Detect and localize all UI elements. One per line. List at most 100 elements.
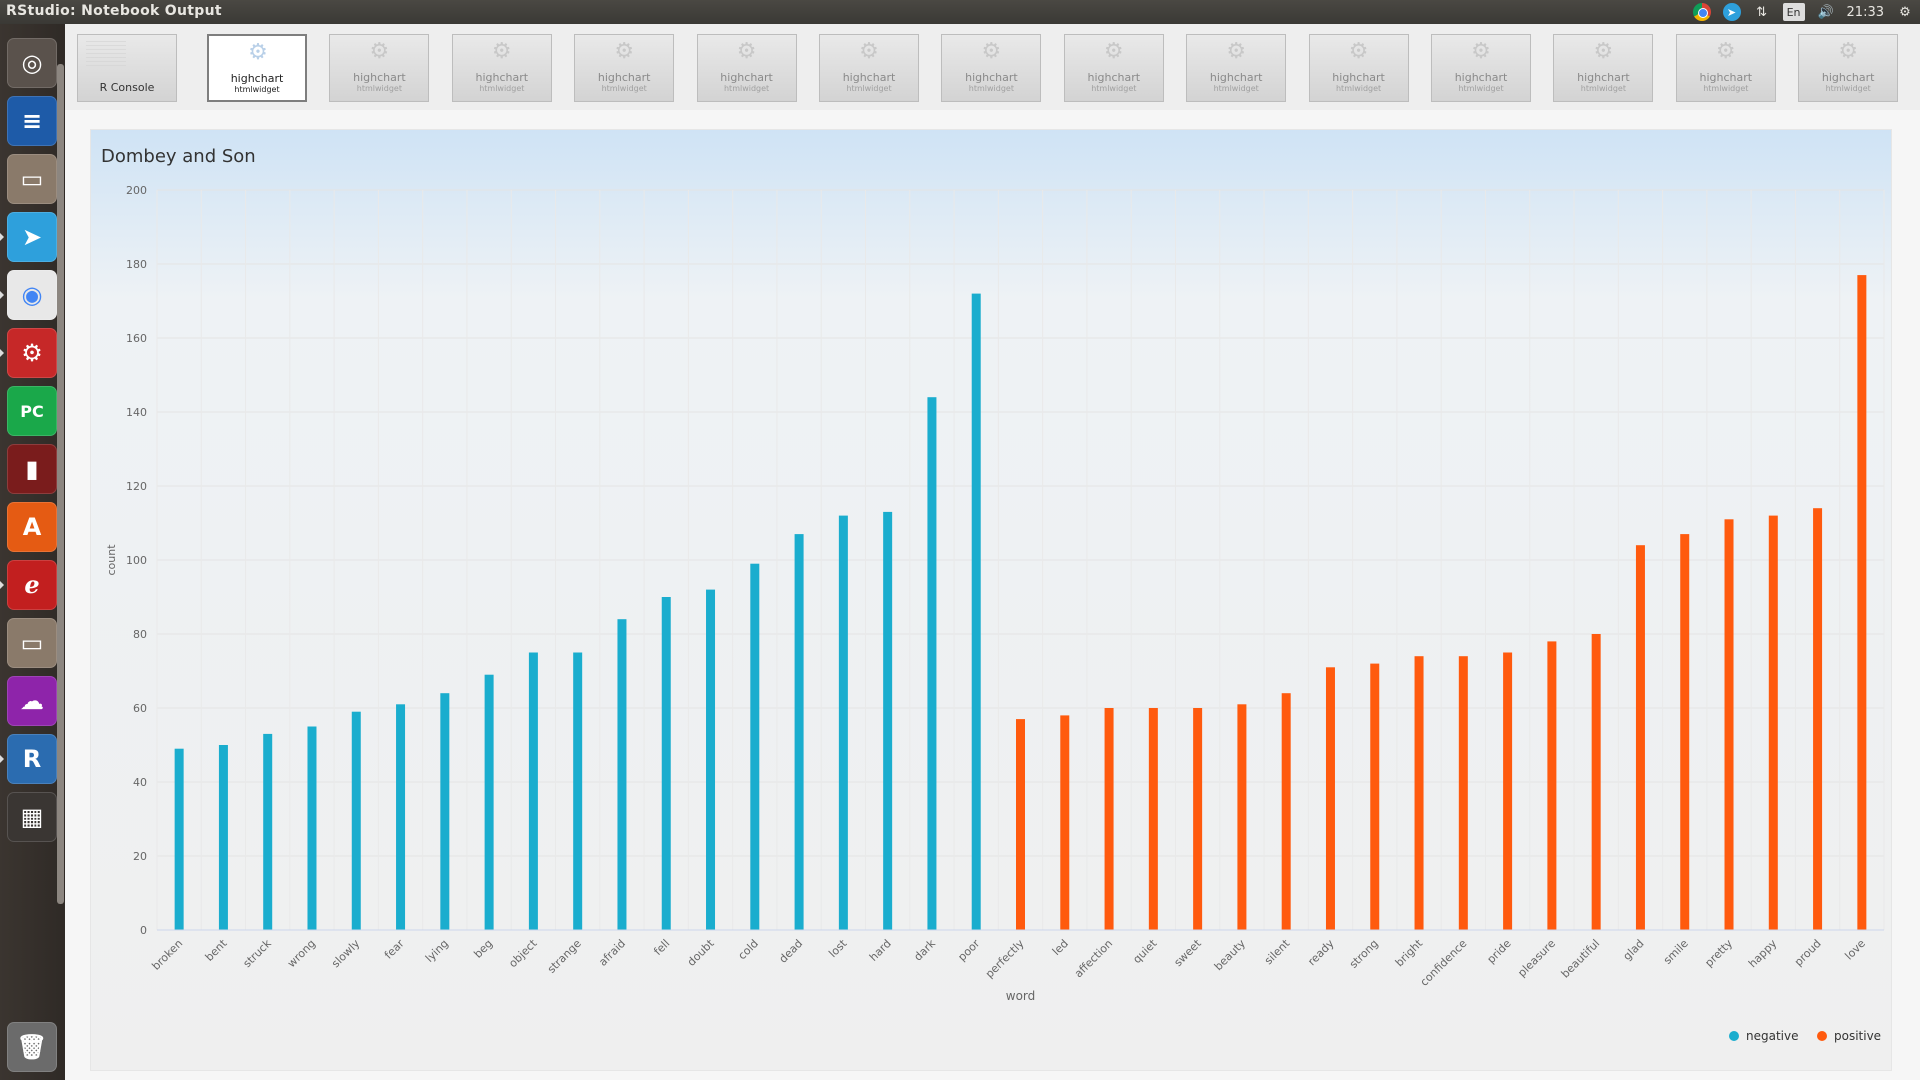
thumbnail-highchart[interactable]: ⚙ highchart htmlwidget	[451, 34, 552, 102]
volume-icon[interactable]: 🔊	[1817, 4, 1834, 20]
bar-lying[interactable]	[440, 693, 450, 930]
bar-pleasure[interactable]	[1547, 641, 1557, 930]
bar-perfectly[interactable]	[1016, 719, 1025, 930]
thumbnail-subtitle: htmlwidget	[1580, 84, 1626, 93]
htmlwidget-preview-icon: ⚙	[369, 39, 390, 64]
thumbnail-subtitle: htmlwidget	[723, 84, 770, 93]
bar-pride[interactable]	[1503, 652, 1513, 931]
launcher-scrollbar[interactable]	[57, 64, 64, 904]
htmlwidget-preview-icon: ⚙	[1593, 39, 1614, 64]
running-indicator	[0, 581, 4, 589]
pycharm-icon[interactable]: PC	[7, 386, 57, 436]
thumbnail-highchart[interactable]: ⚙ highchart htmlwidget	[1675, 34, 1776, 102]
thumbnail-highchart[interactable]: ⚙ highchart htmlwidget	[1553, 34, 1654, 102]
thumbnail-highchart[interactable]: ⚙ highchart htmlwidget	[819, 34, 919, 102]
thumbnail-subtitle: htmlwidget	[1825, 84, 1871, 93]
bar-ready[interactable]	[1325, 667, 1335, 930]
thumbnail-subtitle: htmlwidget	[356, 84, 402, 93]
legend-item-positive[interactable]: positive	[1834, 1029, 1881, 1043]
bar-fear[interactable]	[396, 704, 406, 930]
htmlwidget-preview-icon: ⚙	[248, 40, 268, 65]
thumbnail-highchart[interactable]: ⚙ highchart htmlwidget	[207, 34, 307, 102]
htmlwidget-preview-icon: ⚙	[614, 39, 635, 64]
bar-led[interactable]	[1060, 715, 1070, 930]
y-tick-label: 60	[133, 702, 147, 715]
bar-lost[interactable]	[838, 515, 848, 930]
bar-struck[interactable]	[263, 733, 273, 930]
telegram-icon[interactable]: ➤	[1722, 3, 1741, 21]
ubuntu-dash-icon[interactable]: ◎	[7, 38, 57, 88]
bar-proud[interactable]	[1813, 508, 1823, 930]
bar-strong[interactable]	[1370, 663, 1380, 930]
x-axis-title: word	[1006, 989, 1036, 1003]
running-indicator	[0, 755, 4, 763]
bar-pretty[interactable]	[1724, 519, 1734, 930]
thumbnail-subtitle: htmlwidget	[1335, 84, 1382, 93]
bar-afraid[interactable]	[617, 619, 627, 930]
thumbnail-highchart[interactable]: ⚙ highchart htmlwidget	[1798, 34, 1899, 102]
bar-fell[interactable]	[661, 597, 671, 930]
thumbnail-highchart[interactable]: ⚙ highchart htmlwidget	[1431, 34, 1531, 102]
chat-client-icon[interactable]: ☁	[7, 676, 57, 726]
rstudio-icon[interactable]: R	[7, 734, 57, 784]
htmlwidget-preview-icon: ⚙	[1103, 39, 1124, 64]
thumbnail-highchart[interactable]: ⚙ highchart htmlwidget	[574, 34, 675, 102]
chart-background	[91, 130, 1891, 1070]
settings-gear-icon[interactable]: ⚙	[1899, 4, 1911, 20]
htmlwidget-preview-icon: ⚙	[859, 39, 879, 64]
bar-beautiful[interactable]	[1591, 634, 1601, 930]
bar-beg[interactable]	[484, 674, 494, 930]
document-viewer-icon[interactable]: ℯ	[7, 560, 57, 610]
workspace-switcher-icon[interactable]: ▦	[7, 792, 57, 842]
network-arrows-icon[interactable]: ⇅	[1756, 4, 1767, 20]
terminal-icon[interactable]: ▮	[7, 444, 57, 494]
thumbnail-r-console[interactable]: R Console	[77, 34, 177, 102]
notebook-output-window: R Console ⚙ highchart htmlwidget ⚙ highchart…	[65, 24, 1920, 1080]
bar-quiet[interactable]	[1148, 708, 1158, 930]
system-settings-icon[interactable]: ⚙	[7, 328, 57, 378]
bar-sweet[interactable]	[1193, 708, 1203, 930]
archive-manager-icon[interactable]: ▭	[7, 618, 57, 668]
bar-hard[interactable]	[883, 511, 893, 930]
bar-bent[interactable]	[218, 745, 228, 930]
thumbnail-highchart[interactable]: ⚙ highchart htmlwidget	[696, 34, 797, 102]
bar-glad[interactable]	[1635, 545, 1645, 930]
software-center-icon[interactable]: A	[7, 502, 57, 552]
bar-cold[interactable]	[750, 563, 760, 930]
bar-dark[interactable]	[927, 397, 937, 930]
thumbnail-highchart[interactable]: ⚙ highchart htmlwidget	[1063, 34, 1164, 102]
bar-slowly[interactable]	[351, 711, 361, 930]
bar-affection[interactable]	[1104, 708, 1114, 930]
chrome-icon[interactable]	[1692, 3, 1711, 21]
thumbnail-highchart[interactable]: ⚙ highchart htmlwidget	[1186, 34, 1287, 102]
legend-item-negative[interactable]: negative	[1746, 1029, 1798, 1043]
bar-love[interactable]	[1857, 275, 1867, 931]
bar-smile[interactable]	[1680, 534, 1690, 930]
file-manager-icon[interactable]: ▭	[7, 154, 57, 204]
libreoffice-writer-icon[interactable]: ≡	[7, 96, 57, 146]
bar-object[interactable]	[528, 652, 538, 931]
bar-wrong[interactable]	[307, 726, 317, 931]
thumbnail-highchart[interactable]: ⚙ highchart htmlwidget	[941, 34, 1042, 102]
clock[interactable]: 21:33	[1846, 4, 1884, 20]
bar-bright[interactable]	[1414, 656, 1424, 930]
bar-happy[interactable]	[1768, 515, 1778, 930]
telegram-icon[interactable]: ➤	[7, 212, 57, 262]
thumbnail-highchart[interactable]: ⚙ highchart htmlwidget	[1308, 34, 1409, 102]
legend-marker-positive[interactable]	[1817, 1031, 1827, 1041]
thumbnail-highchart[interactable]: ⚙ highchart htmlwidget	[329, 34, 430, 102]
bar-beauty[interactable]	[1237, 704, 1247, 930]
legend-marker-negative[interactable]	[1729, 1031, 1739, 1041]
trash-icon[interactable]: 🗑	[7, 1022, 57, 1072]
chrome-icon[interactable]: ◉	[7, 270, 57, 320]
thumbnail-title: highchart	[1087, 71, 1141, 84]
keyboard-layout-icon[interactable]: En	[1782, 3, 1805, 21]
bar-strange[interactable]	[573, 652, 583, 931]
thumbnail-subtitle: htmlwidget	[846, 84, 892, 93]
bar-poor[interactable]	[971, 293, 981, 931]
bar-confidence[interactable]	[1458, 656, 1468, 930]
bar-dead[interactable]	[794, 534, 804, 930]
bar-silent[interactable]	[1281, 693, 1291, 930]
bar-doubt[interactable]	[706, 589, 716, 930]
bar-broken[interactable]	[174, 748, 184, 930]
